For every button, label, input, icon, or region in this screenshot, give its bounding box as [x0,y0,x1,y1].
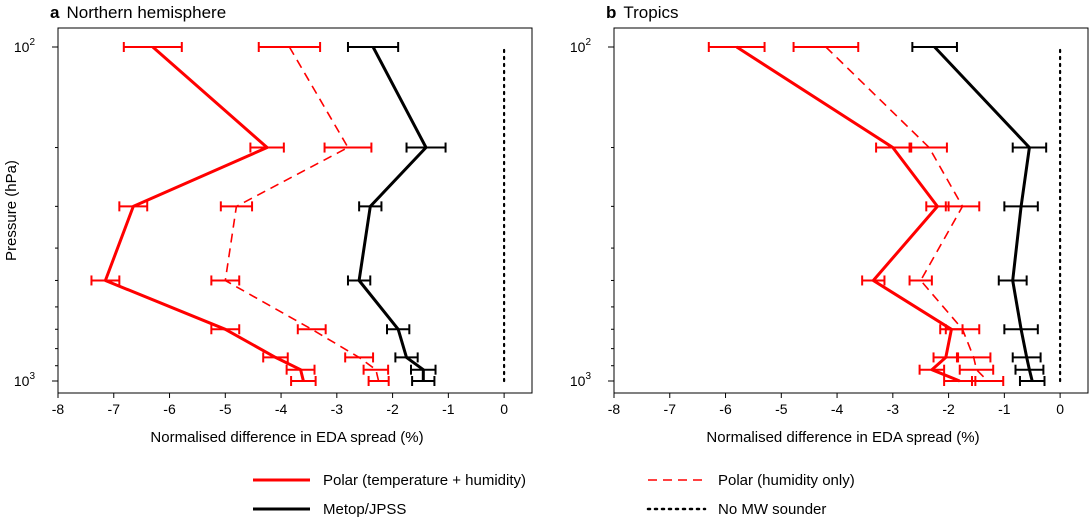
legend-label: No MW sounder [718,501,826,518]
panel-title: a Northern hemisphere [50,3,226,22]
x-tick-label: -6 [719,401,732,417]
series-polar-humidity-only [792,42,1005,386]
panel-northern-hemisphere: a Northern hemisphere-8 -7 -6 -5 -4 -3 -2 -1 0102… [3,3,533,446]
x-tick-label: -7 [108,401,121,417]
y-tick-label: 103 [14,371,36,389]
series-line [224,46,380,382]
panel-title-text: Northern hemisphere [66,3,226,22]
x-tick-label: -5 [775,401,788,417]
y-tick-base: 10 [570,373,586,389]
y-tick-exponent: 3 [585,371,591,382]
y-tick-base: 10 [14,373,30,389]
y-tick-label: 103 [570,371,592,389]
series-line [825,46,989,382]
x-tick-label: -6 [163,401,176,417]
x-tick-label: -3 [887,401,900,417]
y-tick-label: 102 [570,37,592,55]
series-line [103,45,305,382]
legend-label: Metop/JPSS [323,501,406,518]
x-tick-label: -8 [608,401,621,417]
x-tick-label: 0 [500,401,508,417]
series-polar-humidity-only [210,42,390,386]
legend-item-polar-humidity-only: Polar (humidity only) [648,472,855,489]
x-tick-label: -7 [664,401,677,417]
x-tick-label: -5 [219,401,232,417]
series-polar-temperature-humidity [707,42,977,386]
y-tick-exponent: 2 [29,37,35,48]
panel-letter: b [606,3,616,22]
x-tick-label: -2 [386,401,399,417]
series-metop-jpss [911,42,1048,386]
y-tick-label: 102 [14,37,36,55]
y-tick-exponent: 3 [29,371,35,382]
x-tick-label: -2 [942,401,955,417]
legend-label: Polar (temperature + humidity) [323,472,526,489]
legend-item-polar-temperature-humidity: Polar (temperature + humidity) [253,472,526,489]
panel-letter: a [50,3,60,22]
y-tick-base: 10 [570,39,586,55]
x-axis-label: Normalised difference in EDA spread (%) [150,429,423,446]
legend-item-no-mw-sounder: No MW sounder [646,501,826,518]
series-line [357,46,428,381]
panel-title-text: Tropics [623,3,678,22]
panel-title: b Tropics [606,3,679,22]
plot-frame [57,27,533,394]
x-tick-label: -1 [442,401,455,417]
series-polar-temperature-humidity [90,42,317,386]
legend-label: Polar (humidity only) [718,472,855,489]
legend: Polar (temperature + humidity) Polar (hum… [253,472,855,518]
series-line [933,45,1034,382]
series-metop-jpss [346,42,447,386]
y-axis-label: Pressure (hPa) [3,160,20,261]
x-tick-label: 0 [1056,401,1064,417]
x-axis-label: Normalised difference in EDA spread (%) [706,429,979,446]
x-tick-label: -1 [998,401,1011,417]
x-tick-label: -3 [331,401,344,417]
x-tick-label: -4 [831,401,844,417]
panel-tropics: b Tropics-8 -7 -6 -5 -4 -3 -2 -1 0102103Normalise… [570,3,1089,446]
y-tick-exponent: 2 [585,37,591,48]
y-tick-base: 10 [14,39,30,55]
legend-item-metop-jpss: Metop/JPSS [253,501,406,518]
plot-frame [613,27,1089,394]
series-line [735,45,961,383]
x-tick-label: -4 [275,401,288,417]
x-tick-label: -8 [52,401,65,417]
